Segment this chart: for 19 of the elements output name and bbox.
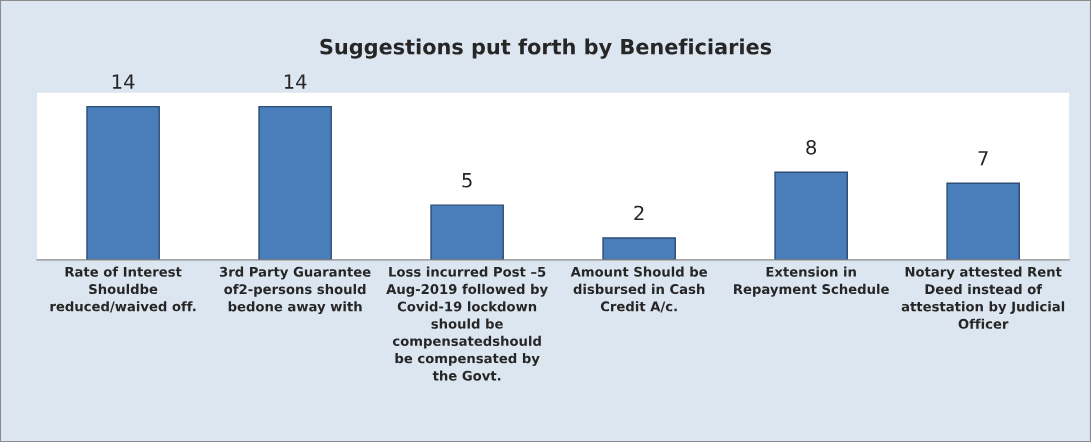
bar	[430, 204, 504, 260]
data-label: 5	[462, 173, 472, 188]
data-label: 8	[806, 139, 817, 155]
bar	[86, 105, 160, 260]
x-tick-label: Extension in Repayment Schedule	[734, 266, 889, 297]
x-tick-label: Notary attested Rent Deed instead of attestation by Judicial Officer	[901, 266, 1065, 329]
x-tick-label: 3rd Party Guarantee of2-persons should bedone away with	[219, 266, 371, 315]
data-label: 14	[284, 74, 307, 89]
x-tick-label: Rate of Interest Shouldbe reduced/waived off.	[50, 266, 196, 313]
data-label: 7	[978, 151, 988, 166]
bar	[258, 105, 332, 260]
bar	[774, 171, 848, 260]
bar	[602, 237, 676, 260]
x-tick-label: Loss incurred Post –5 Aug-2019 followed by Covid-19 lockdown should be compensatedshould be compensated by the Govt.	[386, 266, 548, 381]
x-tick-label: Amount Should be disbursed in Cash Credit A/c.	[570, 266, 708, 313]
chart-title: Suggestions put forth by Beneficiaries	[320, 38, 772, 59]
bar	[946, 182, 1020, 260]
data-label: 14	[112, 74, 135, 89]
data-label: 2	[634, 205, 644, 221]
